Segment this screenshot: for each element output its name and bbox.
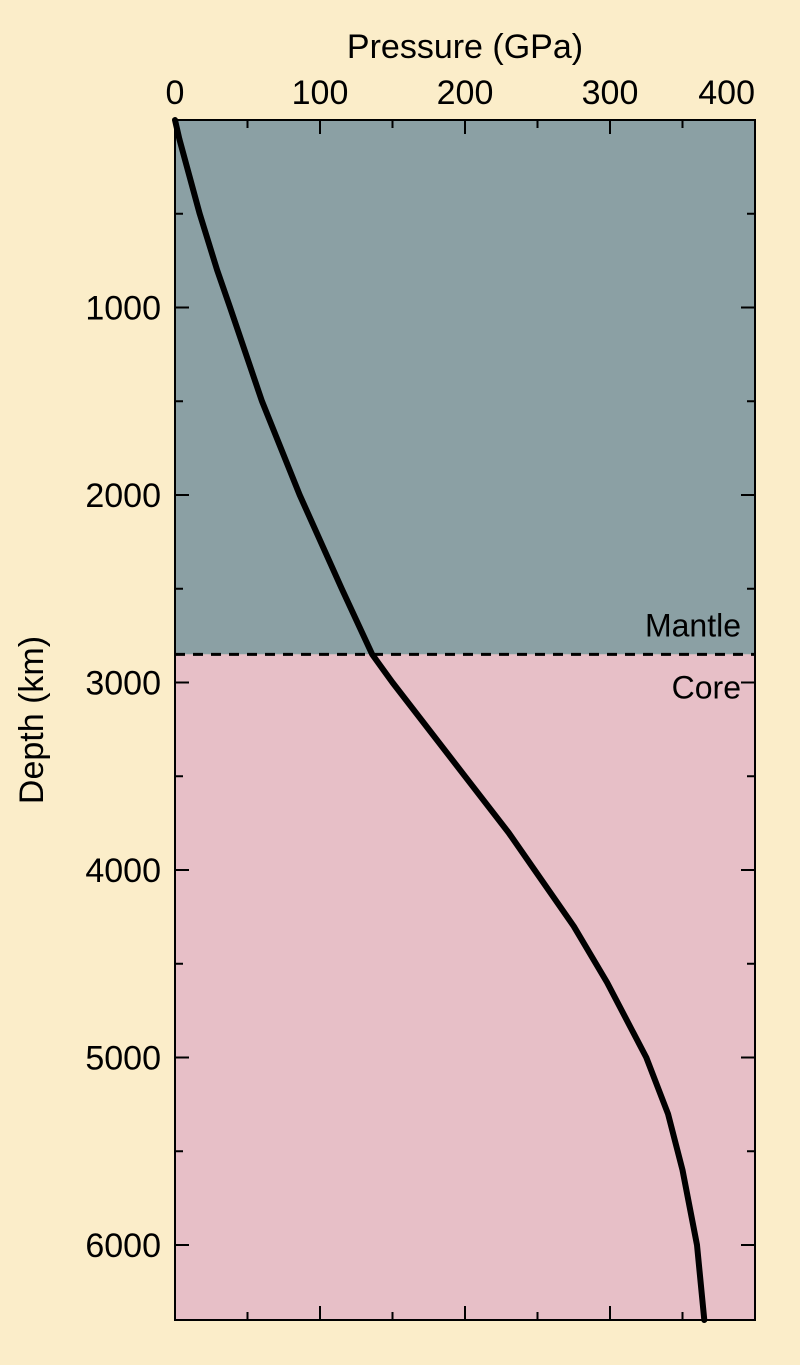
core-region xyxy=(175,654,755,1320)
y-axis-title: Depth (km) xyxy=(13,636,51,804)
core-label: Core xyxy=(672,669,741,705)
y-tick-label: 4000 xyxy=(85,852,161,890)
pressure-depth-chart: Mantle Core 0 100 200 300 400 Pressure (GPa) 100… xyxy=(0,0,800,1365)
x-tick-label: 300 xyxy=(582,74,639,112)
mantle-label: Mantle xyxy=(645,607,741,643)
mantle-region xyxy=(175,120,755,654)
y-tick-label: 2000 xyxy=(85,477,161,515)
x-tick-label: 0 xyxy=(166,74,185,112)
x-axis-title: Pressure (GPa) xyxy=(347,28,583,66)
y-tick-label: 3000 xyxy=(85,665,161,703)
x-tick-label: 400 xyxy=(698,74,755,112)
x-tick-label: 100 xyxy=(292,74,349,112)
y-tick-label: 6000 xyxy=(85,1227,161,1265)
y-tick-label: 1000 xyxy=(85,290,161,328)
y-tick-label: 5000 xyxy=(85,1040,161,1078)
x-tick-label: 200 xyxy=(437,74,494,112)
